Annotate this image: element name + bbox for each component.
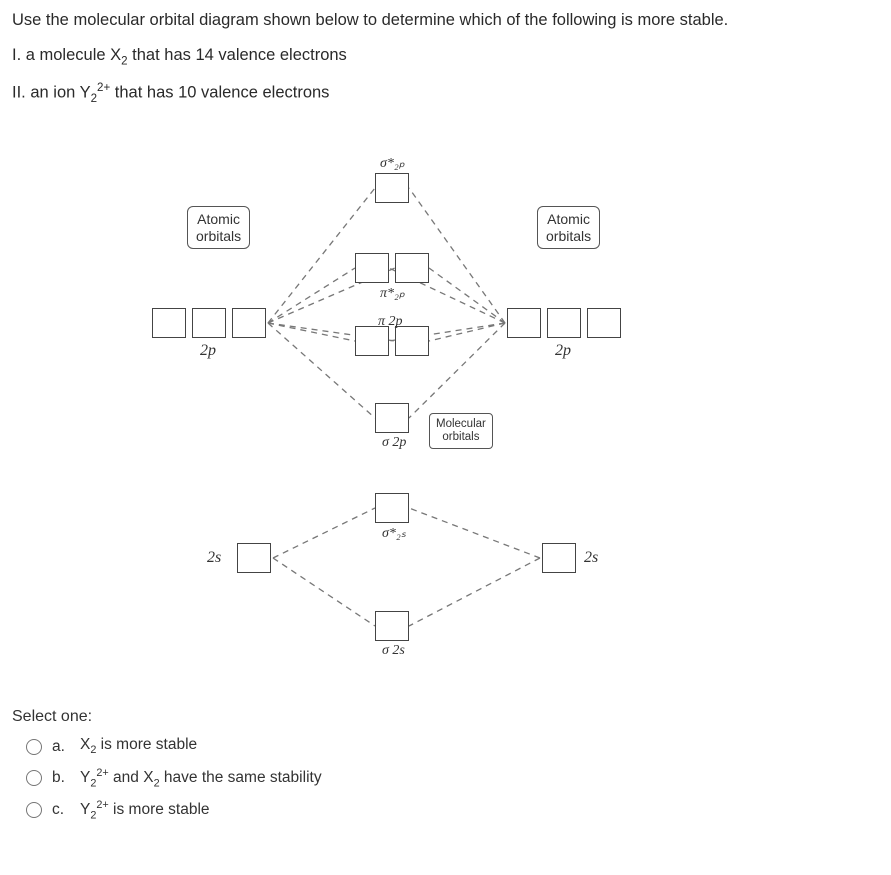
question-stem: Use the molecular orbital diagram shown … (12, 8, 879, 108)
ao-2p-left-0 (152, 308, 186, 338)
select-one-label: Select one: (12, 708, 879, 726)
mo-pi2p-star-label: π*₂ₚ (380, 285, 405, 302)
ao-2s-left (237, 543, 271, 573)
mo-sigma2p (375, 403, 409, 433)
ao-2p-right-1 (547, 308, 581, 338)
item-2: II. an ion Y22+ that has 10 valence elec… (12, 80, 879, 108)
mo-sigma2s-star-label: σ*₂ₛ (382, 525, 406, 542)
mo-sigma2p-star (375, 173, 409, 203)
answer-options: a. X2 is more stable b. Y22+ and X2 have th… (26, 736, 879, 821)
mo-pi2p-star-right (395, 253, 429, 283)
ao-2p-left-1 (192, 308, 226, 338)
mo-sigma2s-star (375, 493, 409, 523)
atomic-orbitals-label-right: Atomicorbitals (537, 206, 600, 248)
atomic-orbitals-label-left: Atomicorbitals (187, 206, 250, 248)
ao-2p-right-2 (587, 308, 621, 338)
ao-2s-left-label: 2s (207, 549, 221, 567)
stem-line: Use the molecular orbital diagram shown … (12, 8, 879, 33)
ao-2p-right-0 (507, 308, 541, 338)
option-text: Y22+ is more stable (80, 799, 210, 821)
option-letter: c. (52, 801, 70, 819)
mo-sigma2p-label: σ 2p (382, 435, 406, 451)
option-text: Y22+ and X2 have the same stability (80, 767, 322, 789)
option-row-c[interactable]: c. Y22+ is more stable (26, 799, 879, 821)
mo-diagram: Atomicorbitals Atomicorbitals 2p 2p 2s 2s σ*₂ₚ… (52, 148, 672, 678)
option-radio-c[interactable] (26, 802, 42, 818)
mo-sigma2s (375, 611, 409, 641)
option-row-b[interactable]: b. Y22+ and X2 have the same stability (26, 767, 879, 789)
ao-2s-right-label: 2s (584, 549, 598, 567)
option-letter: a. (52, 738, 70, 756)
item-1: I. a molecule X2 that has 14 valence ele… (12, 43, 879, 71)
mo-sigma2s-label: σ 2s (382, 643, 405, 659)
mo-pi2p-label: π 2p (378, 314, 403, 330)
mo-pi2p-star-left (355, 253, 389, 283)
option-radio-b[interactable] (26, 770, 42, 786)
mo-sigma2p-star-label: σ*₂ₚ (380, 155, 405, 172)
ao-2s-right (542, 543, 576, 573)
mo-pi2p-left (355, 326, 389, 356)
ao-2p-right-label: 2p (555, 342, 571, 360)
option-letter: b. (52, 769, 70, 787)
option-radio-a[interactable] (26, 739, 42, 755)
option-text: X2 is more stable (80, 736, 197, 756)
molecular-orbitals-label: Molecularorbitals (429, 413, 493, 448)
ao-2p-left-2 (232, 308, 266, 338)
option-row-a[interactable]: a. X2 is more stable (26, 736, 879, 756)
ao-2p-left-label: 2p (200, 342, 216, 360)
mo-pi2p-right (395, 326, 429, 356)
